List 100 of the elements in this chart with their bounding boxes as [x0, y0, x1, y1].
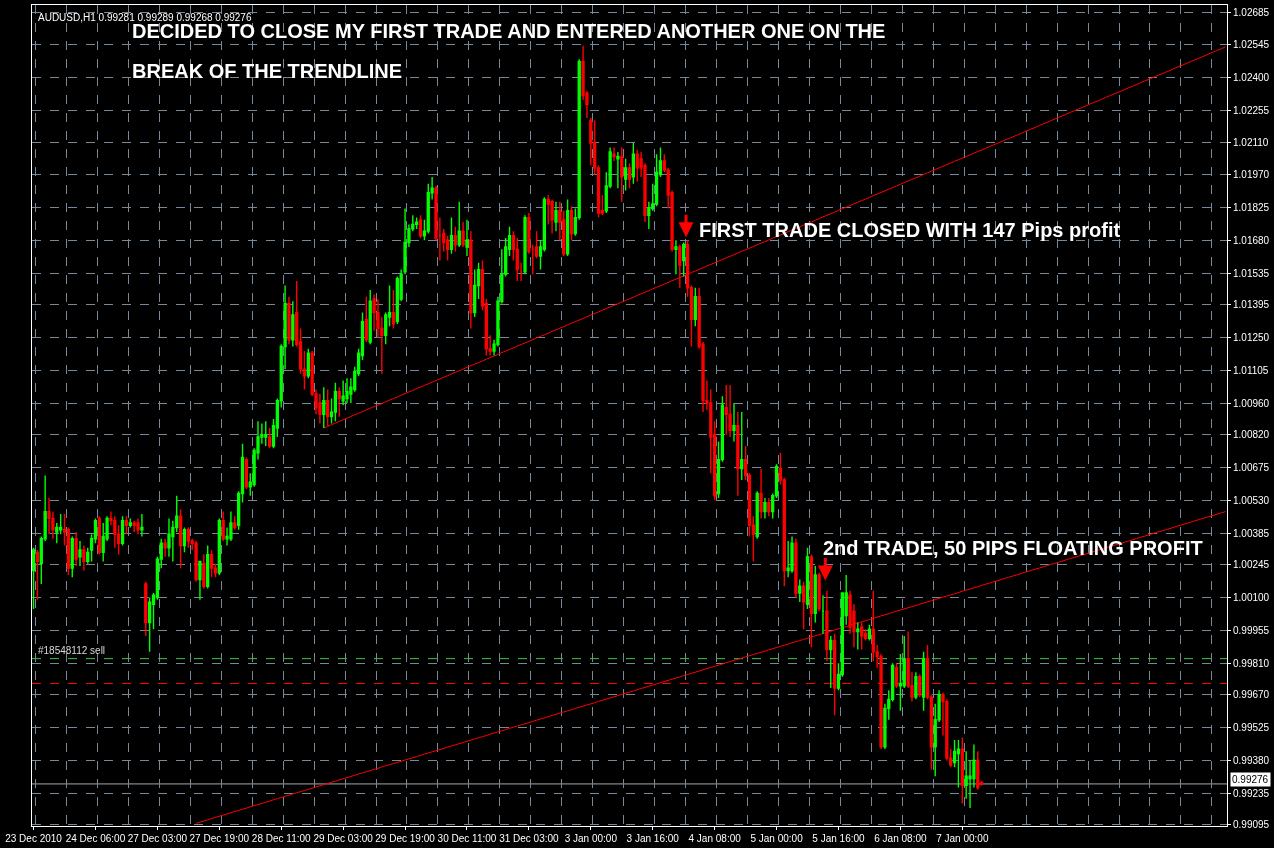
- candlestick: [202, 553, 206, 590]
- candlestick: [631, 142, 636, 185]
- candlestick: [97, 515, 101, 556]
- x-tick-label: 30 Dec 11:00: [437, 833, 497, 844]
- candlestick: [74, 531, 78, 567]
- candlestick: [914, 671, 918, 701]
- y-tick-label: 1.00820: [1233, 429, 1270, 441]
- candlestick: [627, 162, 632, 189]
- candlestick: [523, 214, 527, 275]
- candlestick: [368, 289, 372, 345]
- x-tick-label: 31 Dec 03:00: [499, 833, 560, 844]
- x-tick-label: 23 Dec 2010: [5, 833, 63, 844]
- candlestick: [186, 526, 190, 549]
- y-tick-label: 1.00100: [1233, 592, 1270, 604]
- candlestick: [70, 535, 74, 578]
- candlestick: [78, 540, 82, 567]
- candlestick: [790, 535, 794, 574]
- y-tick-label: 0.99525: [1233, 722, 1270, 734]
- candlestick: [554, 201, 558, 232]
- x-tick-label: 28 Dec 11:00: [251, 833, 312, 844]
- y-tick-label: 1.02110: [1233, 137, 1269, 149]
- candlestick: [682, 241, 686, 278]
- candlestick: [623, 158, 628, 192]
- candlestick: [132, 519, 136, 533]
- candlestick: [829, 635, 833, 689]
- ref-line-label: 0.99276: [1232, 774, 1269, 785]
- candlestick: [244, 456, 249, 490]
- x-tick-label: 29 Dec 03:00: [313, 833, 374, 844]
- candlestick: [801, 581, 806, 630]
- y-tick-label: 0.99095: [1233, 819, 1270, 831]
- x-tick-label: 6 Jan 08:00: [874, 833, 927, 844]
- candlestick: [565, 198, 570, 257]
- candlestick: [465, 219, 469, 257]
- candlestick: [728, 384, 732, 438]
- candlestick: [860, 621, 864, 651]
- candlestick: [322, 386, 326, 429]
- candlestick: [635, 149, 639, 183]
- candlestick: [233, 515, 237, 531]
- candlestick: [794, 538, 798, 599]
- candlestick: [318, 393, 322, 425]
- candlestick: [217, 517, 221, 576]
- candlestick: [418, 214, 423, 239]
- x-tick-label: 7 Jan 00:00: [936, 833, 989, 844]
- candlestick: [415, 216, 419, 230]
- candlestick: [724, 384, 728, 436]
- y-tick-label: 0.99810: [1233, 657, 1270, 669]
- candlestick: [740, 411, 744, 481]
- candlestick: [693, 287, 697, 327]
- candlestick: [620, 146, 624, 203]
- candlestick: [124, 515, 129, 535]
- candlestick: [140, 513, 144, 538]
- x-tick-label: 4 Jan 08:00: [688, 833, 742, 844]
- y-tick-label: 1.01395: [1233, 299, 1270, 311]
- candlestick: [144, 581, 148, 637]
- annotation: BREAK OF THE TRENDLINE: [132, 60, 402, 82]
- candlestick: [678, 244, 682, 289]
- candlestick: [333, 382, 338, 422]
- y-tick-label: 1.01105: [1233, 364, 1269, 376]
- candlestick: [616, 151, 620, 189]
- y-tick-label: 1.01970: [1233, 169, 1270, 181]
- y-tick-label: 0.99955: [1233, 624, 1270, 636]
- candlestick: [825, 590, 829, 662]
- candlestick: [391, 289, 396, 330]
- y-tick-label: 1.02255: [1233, 104, 1270, 116]
- y-tick-label: 0.99670: [1233, 689, 1270, 701]
- candlestick: [786, 540, 790, 578]
- y-tick-label: 1.00675: [1233, 462, 1270, 474]
- candlestick: [136, 517, 140, 535]
- annotation: DECIDED TO CLOSE MY FIRST TRADE AND ENTERED ANOTHER ONE ON THE: [132, 20, 886, 42]
- candlestick: [264, 420, 268, 447]
- x-tick-label: 27 Dec 19:00: [189, 833, 250, 844]
- candlestick: [461, 221, 465, 248]
- candlestick: [167, 517, 171, 558]
- candlestick: [956, 739, 961, 789]
- candlestick: [341, 379, 345, 407]
- x-tick-label: 5 Jan 16:00: [812, 833, 866, 844]
- y-tick-label: 1.00385: [1233, 527, 1270, 539]
- y-tick-label: 1.01535: [1233, 267, 1270, 279]
- candlestick: [178, 508, 183, 569]
- y-tick-label: 1.01250: [1233, 331, 1270, 343]
- candlestick: [206, 544, 210, 590]
- candlestick: [763, 497, 767, 520]
- candlestick: [759, 467, 763, 520]
- candlestick: [82, 544, 86, 572]
- candlestick: [35, 549, 40, 601]
- candlestick: [457, 201, 461, 248]
- candlestick: [267, 427, 272, 449]
- candlestick: [767, 497, 771, 517]
- candlestick: [821, 594, 825, 635]
- candlestick: [732, 402, 736, 443]
- x-tick-label: 5 Jan 00:00: [750, 833, 804, 844]
- candlestick: [867, 624, 872, 642]
- candlestick: [182, 526, 187, 554]
- candlestick: [86, 547, 90, 565]
- candlestick: [449, 216, 454, 255]
- candlestick: [469, 230, 473, 330]
- x-tick-label: 29 Dec 19:00: [375, 833, 436, 844]
- candlestick: [364, 296, 368, 343]
- y-tick-label: 1.00960: [1233, 397, 1270, 409]
- x-tick-label: 3 Jan 00:00: [564, 833, 618, 844]
